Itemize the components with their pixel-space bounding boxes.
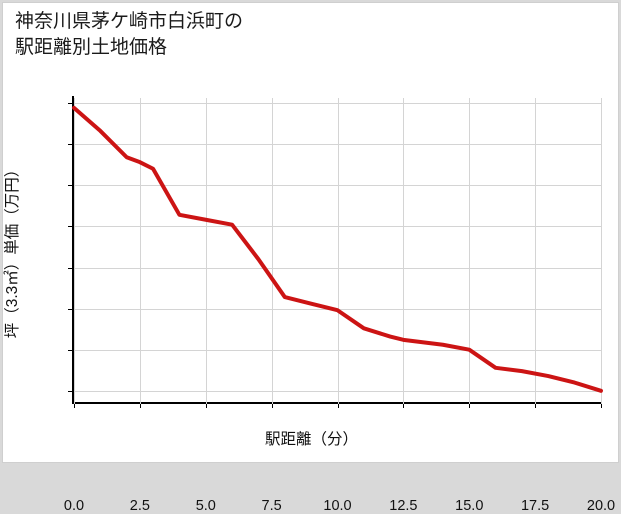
y-tick-mark [68,102,72,104]
y-tick-mark [68,185,72,187]
x-tick-mark [205,404,207,408]
x-tick-mark [403,404,405,408]
y-tick-mark [68,308,72,310]
gridline-x-0.0 [74,98,75,404]
x-tick-mark [601,404,602,408]
chart-title: 神奈川県茅ケ崎市白浜町の 駅距離別土地価格 [15,11,244,58]
price-line [72,105,603,393]
gridline-x-17.5 [535,98,537,404]
x-tick-mark [469,404,471,408]
x-tick-label: 10.0 [323,498,352,514]
y-tick-mark [68,349,72,351]
x-tick-label: 12.5 [389,498,418,514]
gridline-x-5.0 [205,98,207,404]
x-tick-mark [139,404,141,408]
x-tick-mark [535,404,537,408]
gridline-x-12.5 [403,98,405,404]
gridline-x-7.5 [271,98,273,404]
data-line-svg [72,105,603,393]
x-tick-label: 5.0 [195,498,216,514]
plot-area: 70.072.575.077.580.082.585.087.5 0.02.55… [64,96,615,514]
x-tick-label: 7.5 [261,498,282,514]
x-tick-label: 17.5 [520,498,550,514]
x-axis-title: 駅距離（分） [264,431,358,448]
gridline-x-15.0 [469,98,471,404]
x-axis-line [72,402,601,404]
y-axis-title-container: 坪（3.3㎡）単価（万円） [4,96,37,403]
gridline-x-2.5 [139,98,141,404]
y-tick-mark [68,144,72,146]
plot-inner [72,98,603,404]
x-tick-label: 2.5 [129,498,150,514]
y-tick-mark [68,226,72,228]
y-tick-mark [68,390,72,392]
x-tick-label: 20.0 [586,498,616,514]
y-tick-mark [68,267,72,269]
x-tick-mark [337,404,339,408]
x-tick-label: 0.0 [63,498,85,514]
x-tick-mark [74,404,75,408]
x-tick-mark [271,404,273,408]
x-tick-label: 15.0 [455,498,484,514]
y-axis-line [72,96,74,404]
gridline-x-20.0 [601,98,602,404]
gridline-x-10.0 [337,98,339,404]
y-axis-title: 坪（3.3㎡）単価（万円） [4,161,21,338]
